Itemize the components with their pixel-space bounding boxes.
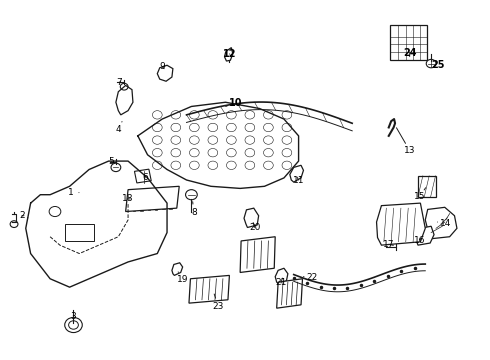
Text: 23: 23 bbox=[213, 302, 224, 311]
Polygon shape bbox=[244, 208, 259, 228]
Polygon shape bbox=[172, 263, 183, 275]
Text: 12: 12 bbox=[222, 49, 236, 59]
Text: 13: 13 bbox=[404, 146, 416, 155]
Text: 18: 18 bbox=[122, 194, 134, 203]
Polygon shape bbox=[224, 48, 233, 61]
Text: 6: 6 bbox=[142, 174, 148, 183]
Bar bbox=[134, 169, 151, 183]
Text: 5: 5 bbox=[108, 157, 114, 166]
Polygon shape bbox=[425, 207, 457, 239]
Text: 1: 1 bbox=[68, 188, 74, 197]
Polygon shape bbox=[240, 237, 275, 273]
Polygon shape bbox=[416, 226, 434, 245]
Text: 9: 9 bbox=[159, 62, 165, 71]
Text: 2: 2 bbox=[19, 211, 24, 220]
Text: 10: 10 bbox=[228, 98, 242, 108]
Polygon shape bbox=[275, 268, 288, 284]
Bar bbox=[390, 24, 427, 60]
Text: 14: 14 bbox=[440, 219, 451, 228]
Polygon shape bbox=[277, 279, 302, 308]
Text: 16: 16 bbox=[414, 235, 425, 244]
Text: 3: 3 bbox=[71, 312, 76, 321]
Text: 20: 20 bbox=[249, 223, 260, 232]
Text: 19: 19 bbox=[177, 275, 188, 284]
Polygon shape bbox=[157, 65, 173, 81]
Text: 4: 4 bbox=[116, 125, 121, 134]
Text: 7: 7 bbox=[117, 77, 122, 86]
Text: 15: 15 bbox=[414, 192, 425, 201]
Bar bbox=[418, 176, 437, 197]
Bar bbox=[65, 224, 94, 241]
Text: 11: 11 bbox=[293, 176, 304, 185]
Polygon shape bbox=[116, 85, 133, 115]
Polygon shape bbox=[376, 203, 425, 245]
Polygon shape bbox=[189, 275, 229, 303]
Polygon shape bbox=[290, 165, 303, 182]
Text: 17: 17 bbox=[383, 240, 394, 249]
Text: 22: 22 bbox=[307, 274, 318, 283]
Text: 21: 21 bbox=[275, 279, 287, 288]
Polygon shape bbox=[125, 186, 179, 212]
Text: 24: 24 bbox=[403, 48, 416, 58]
Text: 25: 25 bbox=[431, 60, 445, 70]
Text: 8: 8 bbox=[191, 208, 196, 217]
